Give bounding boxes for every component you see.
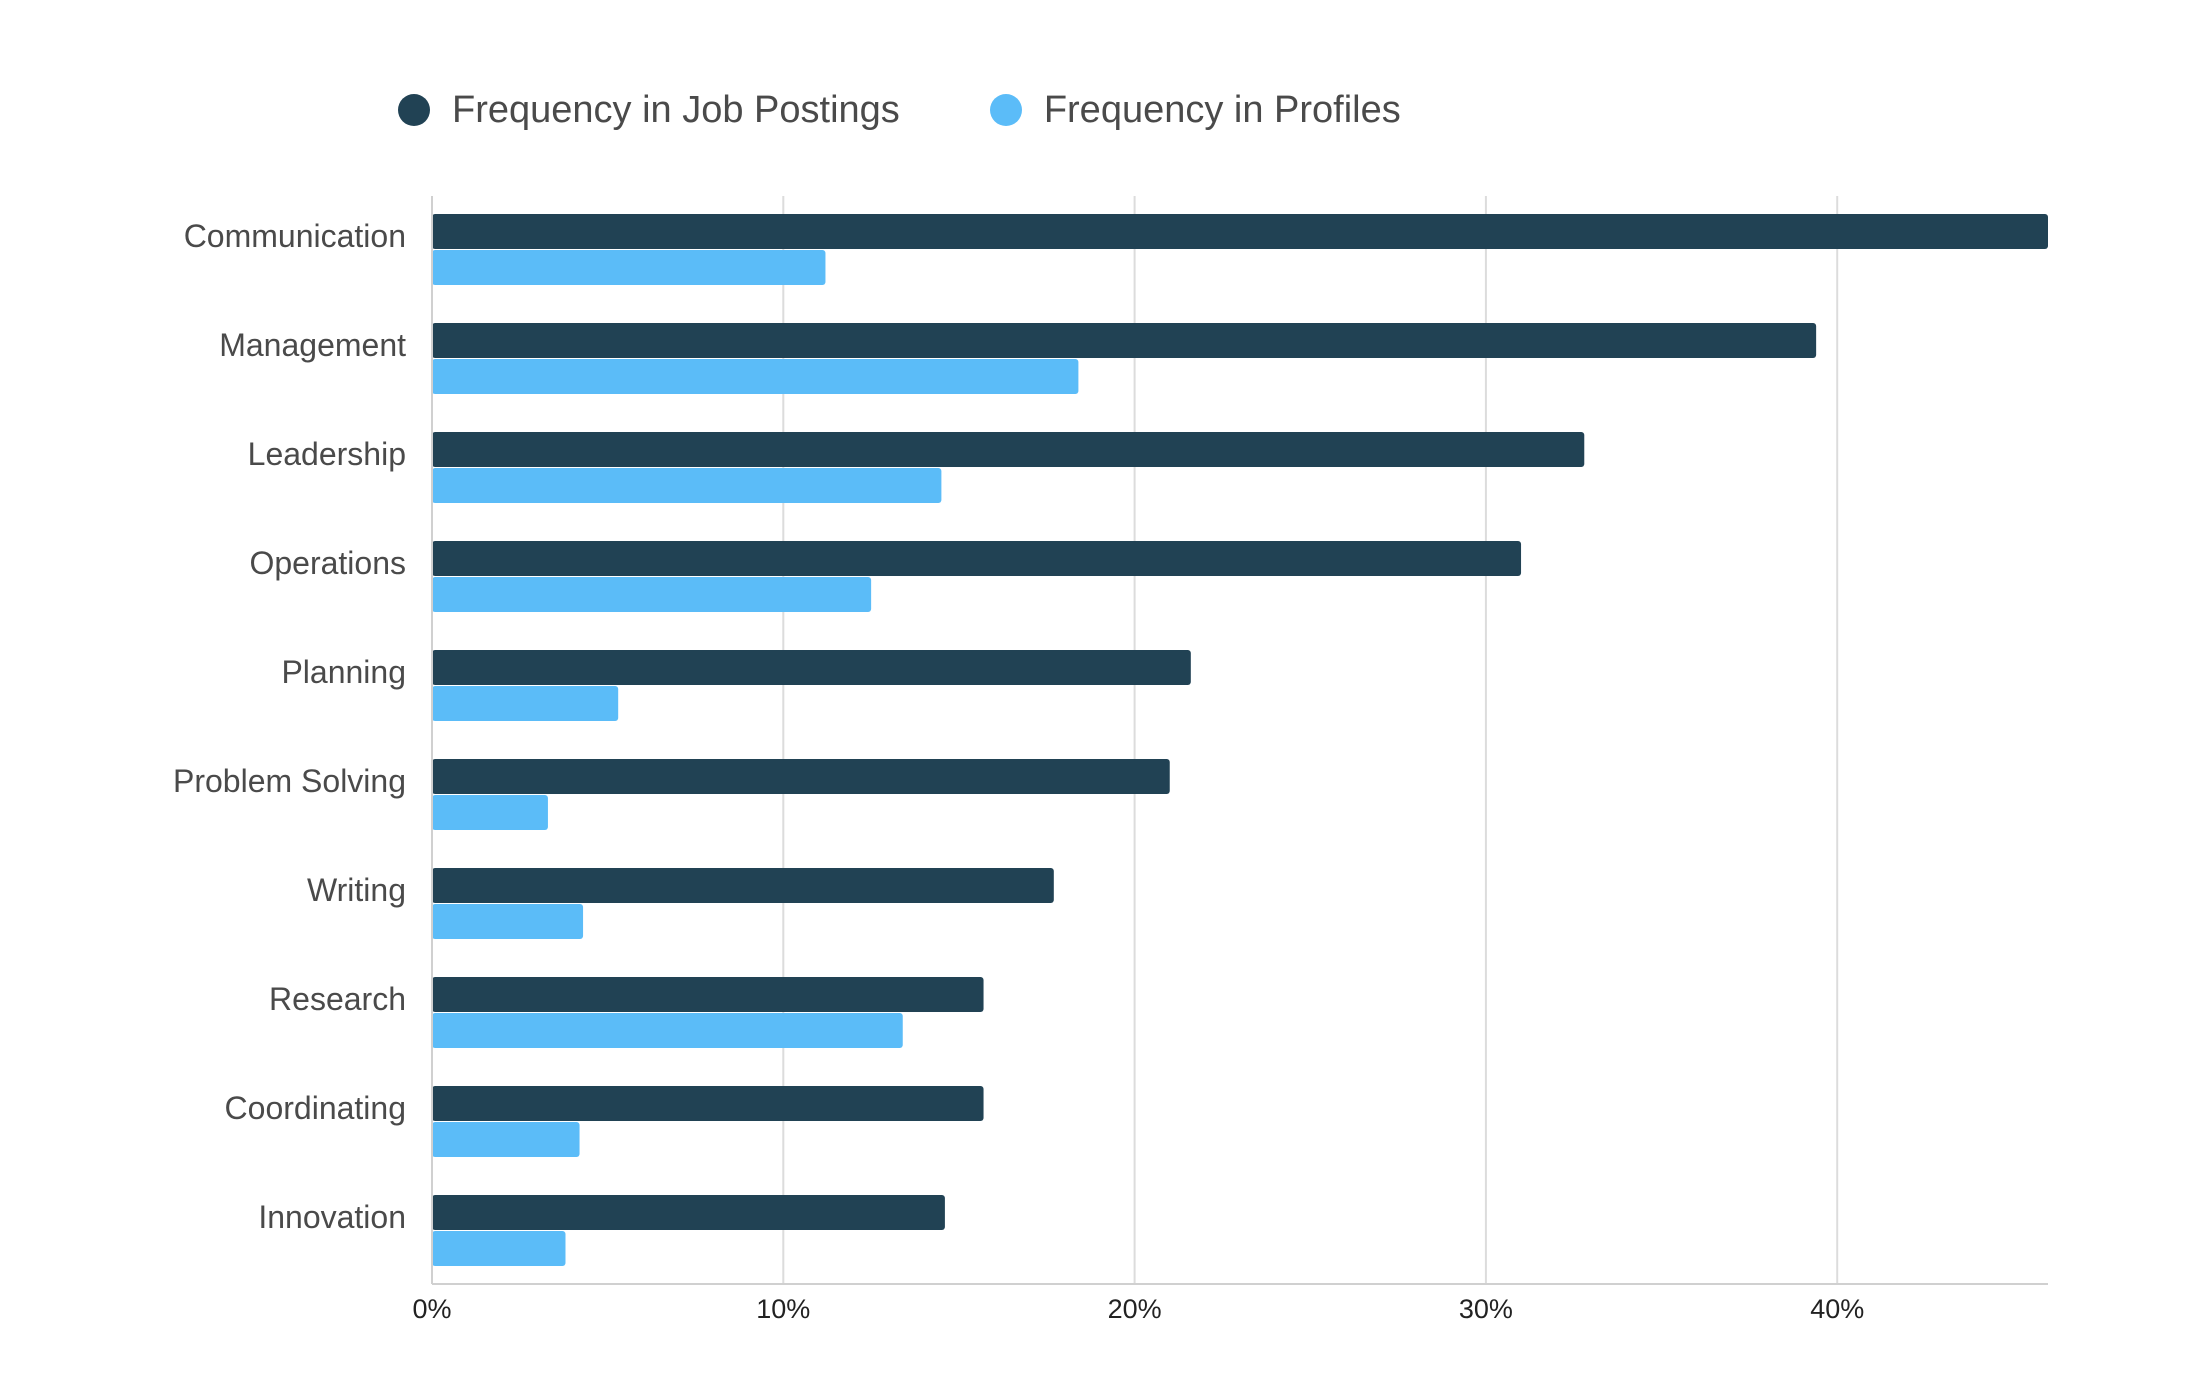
bar-profiles-coordinating — [432, 1122, 580, 1157]
category-label: Operations — [249, 545, 406, 581]
category-label: Coordinating — [225, 1090, 406, 1126]
category-labels: Communication Management Leadership Operati… — [173, 218, 406, 1235]
category-label: Planning — [281, 654, 406, 690]
axes — [431, 196, 2048, 1285]
x-tick-label: 0% — [412, 1294, 451, 1324]
bar-profiles-communication — [432, 250, 826, 285]
bars — [432, 214, 2048, 1266]
bar-profiles-leadership — [432, 468, 942, 503]
x-tick-label: 10% — [756, 1294, 810, 1324]
category-label: Research — [269, 981, 406, 1017]
legend-swatch-profiles — [989, 94, 1022, 126]
bar-profiles-management — [432, 359, 1079, 394]
bar-job-postings-writing — [432, 868, 1054, 903]
bar-job-postings-research — [432, 977, 984, 1012]
bar-profiles-planning — [432, 686, 619, 721]
bar-job-postings-communication — [432, 214, 2048, 249]
legend-item-profiles: Frequency in Profiles — [989, 88, 1401, 132]
legend-label-job-postings: Frequency in Job Postings — [452, 88, 900, 131]
bar-profiles-writing — [432, 904, 584, 939]
category-label: Writing — [307, 872, 406, 908]
x-tick-label: 30% — [1459, 1294, 1513, 1324]
bar-job-postings-planning — [432, 650, 1191, 685]
bar-profiles-operations — [432, 577, 872, 612]
x-tick-label: 40% — [1810, 1294, 1864, 1324]
category-label: Problem Solving — [173, 763, 406, 799]
bar-job-postings-leadership — [432, 432, 1585, 467]
legend-item-job-postings: Frequency in Job Postings — [398, 89, 900, 132]
bar-job-postings-coordinating — [432, 1086, 984, 1121]
x-tick-labels: 0% 10% 20% 30% 40% — [412, 1294, 1864, 1324]
bar-job-postings-management — [432, 323, 1817, 358]
category-label: Management — [219, 327, 406, 363]
category-label: Leadership — [248, 436, 406, 472]
legend-swatch-job-postings — [398, 94, 430, 126]
category-label: Innovation — [258, 1199, 406, 1235]
x-tick-label: 20% — [1108, 1294, 1162, 1324]
bar-profiles-innovation — [432, 1231, 566, 1266]
bar-job-postings-operations — [432, 541, 1522, 576]
bar-profiles-problem-solving — [432, 795, 548, 830]
bar-job-postings-innovation — [432, 1195, 945, 1230]
bar-profiles-research — [432, 1013, 903, 1048]
legend-label-profiles: Frequency in Profiles — [1043, 88, 1401, 131]
chart-legend: Frequency in Job Postings Frequency in P… — [398, 84, 1491, 136]
category-label: Communication — [184, 218, 406, 254]
bar-job-postings-problem-solving — [432, 759, 1170, 794]
